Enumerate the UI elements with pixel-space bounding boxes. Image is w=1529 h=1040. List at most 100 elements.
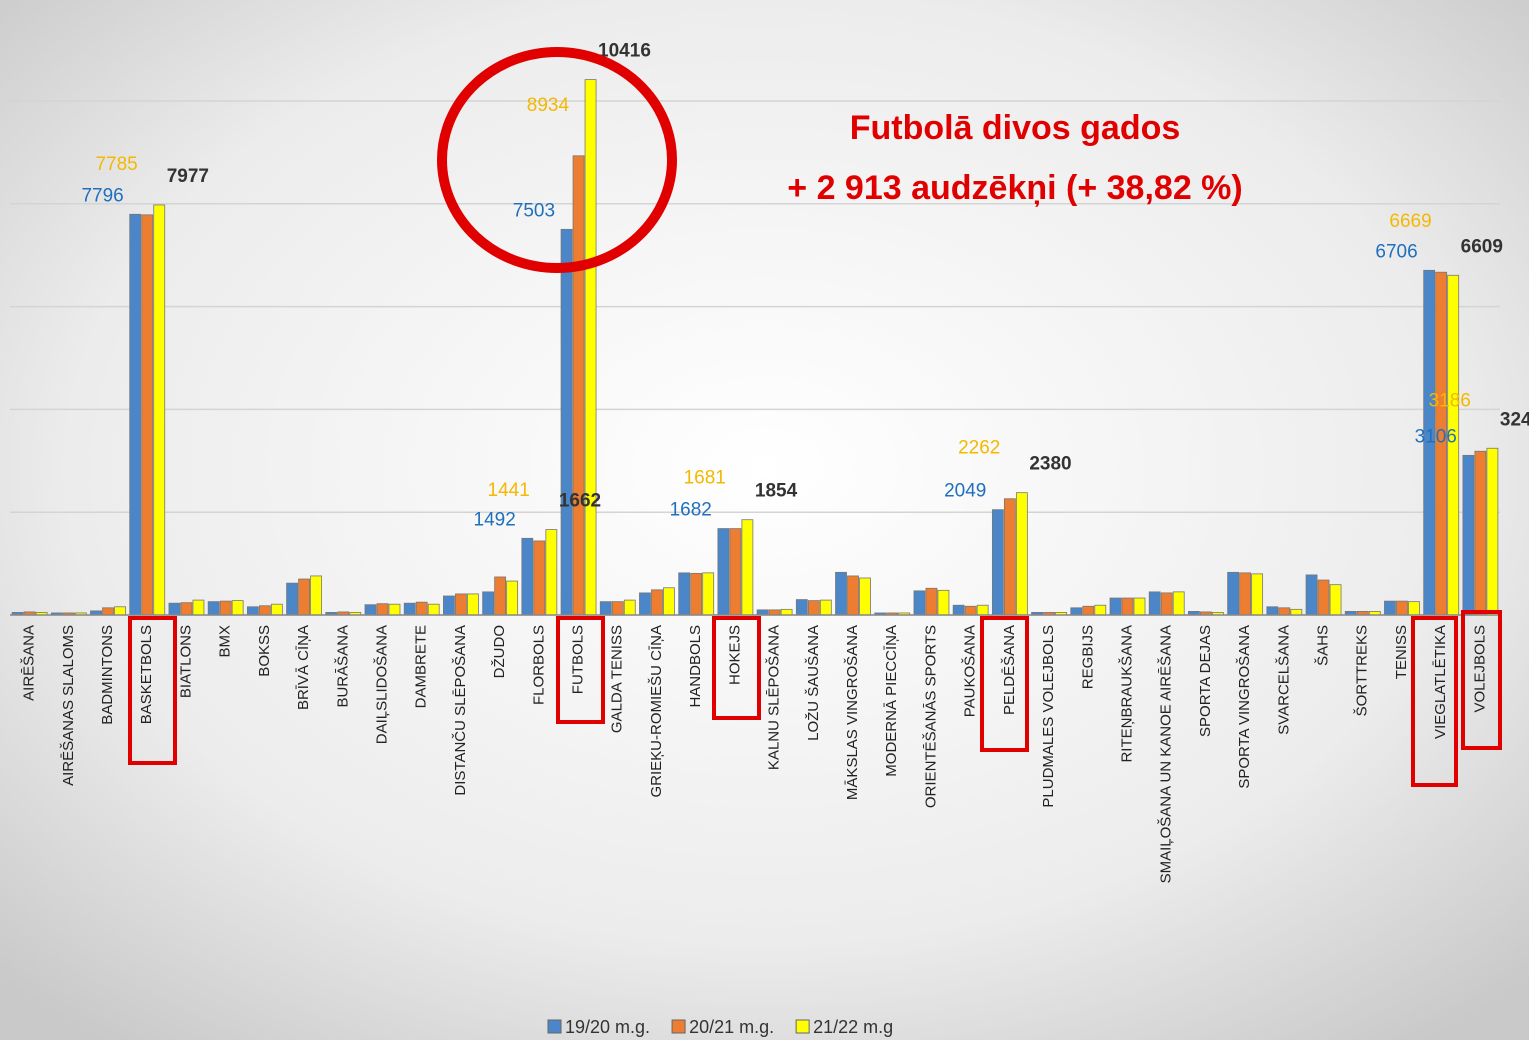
- bar: [1266, 606, 1279, 616]
- highlight-box: [712, 616, 761, 720]
- bar: [780, 608, 793, 616]
- data-label: 3106: [1415, 426, 1457, 447]
- data-label: 3186: [1429, 390, 1471, 411]
- bar: [207, 601, 220, 616]
- x-tick-label: MODERNĀ PIECCĪŅA: [883, 625, 900, 777]
- bar: [168, 602, 181, 616]
- legend-swatch: [795, 1019, 810, 1034]
- x-tick-label: DISTANČU SLĒPOŠANA: [452, 625, 469, 796]
- highlight-box: [1411, 616, 1458, 787]
- bar: [258, 605, 271, 616]
- x-tick-label: TENISS: [1393, 625, 1410, 679]
- data-label: 1682: [670, 500, 712, 521]
- bar: [717, 528, 730, 616]
- x-tick-label: SPORTA DEJAS: [1197, 625, 1214, 737]
- bar: [702, 572, 715, 616]
- data-label: 2049: [944, 481, 986, 502]
- bar: [246, 606, 259, 616]
- data-label: 7796: [81, 185, 123, 206]
- bar: [639, 592, 651, 616]
- data-label: 3244: [1500, 409, 1529, 430]
- bar: [443, 595, 455, 616]
- data-label: 10416: [598, 41, 651, 62]
- bar: [102, 607, 114, 616]
- bar: [678, 572, 691, 616]
- x-tick-label: SMAIĻOŠANA UN KANOE AIRĒŠANA: [1158, 625, 1175, 883]
- x-tick-label: DAIĻSLIDOŠANA: [373, 625, 390, 744]
- data-label: 1492: [474, 509, 516, 530]
- bar: [1239, 572, 1252, 616]
- x-tick-label: REGBIJS: [1079, 625, 1096, 689]
- bar: [455, 593, 467, 616]
- bar: [1094, 604, 1107, 616]
- bar: [192, 599, 205, 616]
- x-tick-label: SVARCELŠANA: [1275, 625, 1292, 735]
- bar: [741, 519, 754, 616]
- x-tick-label: BADMINTONS: [99, 625, 116, 725]
- annotation: + 2 913 audzēkņi (+ 38,82 %): [787, 169, 1242, 207]
- data-labels: 7796 7785 7977 1492 1441 1662 7503 8934 10416 168…: [81, 41, 1529, 531]
- highlight-boxes: [128, 610, 1502, 787]
- bar: [1227, 571, 1240, 616]
- bar: [937, 589, 950, 616]
- bar: [1396, 600, 1408, 616]
- bar: [286, 582, 298, 616]
- x-tick-label: PLUDMALES VOLEJBOLS: [1040, 625, 1057, 808]
- bar: [415, 601, 428, 616]
- bar: [129, 213, 142, 616]
- x-tick-label: RITEŅBRAUKŠANA: [1118, 625, 1135, 763]
- data-label: 1681: [684, 468, 726, 489]
- x-tick-label: KALNU SLĒPOŠANA: [766, 625, 783, 770]
- x-tick-label: DAMBRETE: [413, 625, 430, 708]
- x-tick-label: VOLEJBOLS: [1471, 625, 1488, 713]
- highlight-box: [556, 616, 605, 724]
- bar: [859, 577, 871, 616]
- annotation: Futbolā divos gados: [850, 109, 1181, 147]
- bar: [1109, 597, 1122, 616]
- bar: [298, 578, 310, 616]
- x-tick-label: ORIENTĒŠANĀS SPORTS: [922, 625, 939, 808]
- bar: [729, 528, 742, 616]
- bar: [376, 603, 389, 616]
- bar: [847, 575, 859, 616]
- bar: [231, 600, 244, 616]
- bar: [1317, 579, 1330, 616]
- x-tick-label: DŽUDO: [491, 625, 508, 678]
- bar: [1172, 591, 1185, 616]
- bar: [690, 572, 703, 616]
- bar: [1329, 584, 1342, 616]
- bar: [467, 593, 479, 616]
- bar: [545, 529, 558, 616]
- x-tick-label: LOŽU ŠAUŠANA: [805, 625, 822, 741]
- bar: [807, 600, 820, 616]
- bar: [494, 576, 507, 616]
- x-tick-label: PELDĒŠANA: [1001, 625, 1018, 715]
- x-tick-label: PAUKOŠANA: [962, 625, 979, 717]
- x-tick-label: HOKEJS: [726, 625, 743, 685]
- bar: [1133, 597, 1146, 616]
- bar: [1305, 574, 1318, 616]
- x-tick-label: AIRĒŠANA: [21, 625, 38, 701]
- x-tick-label: BASKETBOLS: [138, 625, 155, 724]
- bar: [114, 606, 126, 616]
- highlight-box: [980, 616, 1029, 752]
- x-tick-label: HANDBOLS: [687, 625, 704, 708]
- bar: [506, 580, 519, 616]
- x-tick-label: ŠORTTREKS: [1354, 625, 1371, 716]
- bar: [1070, 607, 1083, 616]
- bar: [584, 79, 597, 616]
- data-label: 7503: [513, 200, 555, 221]
- bar: [964, 605, 977, 616]
- x-tick-label: BURĀŠANA: [334, 625, 351, 708]
- bar: [1015, 492, 1028, 616]
- legend-swatch: [671, 1019, 686, 1034]
- bar: [913, 590, 926, 616]
- bar: [991, 509, 1004, 616]
- data-label: 7785: [95, 154, 137, 175]
- data-label: 6706: [1375, 241, 1417, 262]
- bar: [1160, 592, 1173, 616]
- bar: [1003, 498, 1016, 616]
- x-tick-label: BOKSS: [256, 625, 273, 677]
- data-label: 8934: [527, 95, 570, 116]
